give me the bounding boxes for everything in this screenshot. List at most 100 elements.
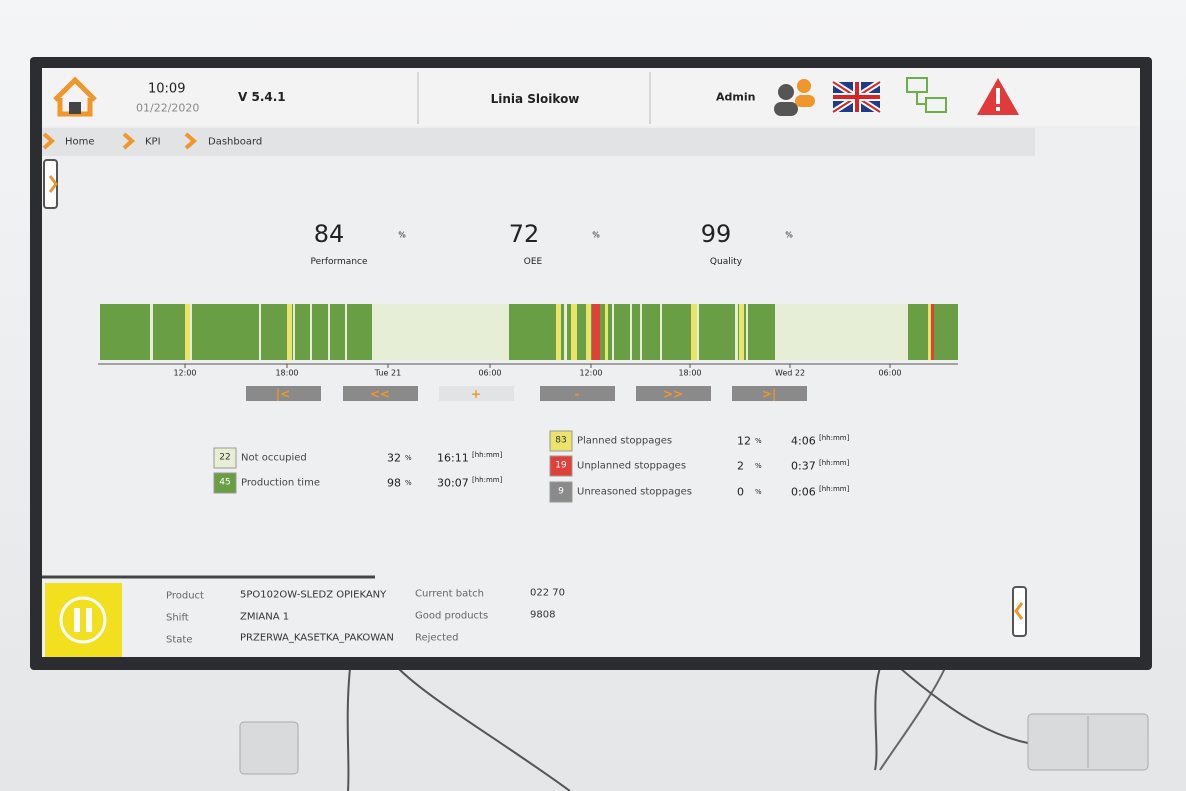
nav-button[interactable] bbox=[246, 386, 321, 401]
timeline-marker bbox=[556, 304, 561, 360]
timeline-marker bbox=[310, 304, 312, 360]
legend-count: 22 bbox=[213, 447, 237, 469]
timeline-label: 12:00 bbox=[173, 368, 197, 378]
breadcrumb[interactable]: KPI bbox=[145, 136, 161, 148]
legend-label: Planned stoppages bbox=[577, 435, 673, 447]
legend-count: 83 bbox=[549, 430, 573, 452]
legend-duration: 0:37 bbox=[791, 459, 816, 473]
legend-percent-unit: % bbox=[755, 437, 762, 445]
timeline-label: 12:00 bbox=[579, 368, 603, 378]
timeline-segment bbox=[372, 304, 509, 360]
timeline-label: Wed 22 bbox=[774, 368, 806, 378]
timeline-label: Tue 21 bbox=[374, 368, 402, 378]
timeline-marker bbox=[287, 304, 292, 360]
timeline-marker bbox=[630, 304, 632, 360]
legend-duration: 4:06 bbox=[791, 434, 816, 448]
kpi-value: 72 bbox=[508, 220, 540, 248]
timeline-marker bbox=[605, 304, 608, 360]
field-label: Product bbox=[166, 590, 204, 602]
timeline-marker bbox=[592, 304, 600, 360]
timeline-marker bbox=[564, 304, 567, 360]
legend-label: Not occupied bbox=[241, 452, 307, 464]
kpi-unit: % bbox=[785, 230, 793, 240]
field-value: 5PO102OW-SLEDZ OPIEKANY bbox=[240, 589, 387, 601]
kpi-value: 84 bbox=[313, 220, 345, 248]
kpi-label: Performance bbox=[310, 257, 368, 267]
timeline-marker bbox=[345, 304, 347, 360]
field-label: State bbox=[166, 634, 193, 646]
button-icon: |< bbox=[276, 387, 290, 401]
legend-count: 45 bbox=[213, 472, 237, 494]
clock-time: 10:09 bbox=[148, 81, 186, 97]
kpi-value: 99 bbox=[700, 220, 732, 248]
timeline-marker bbox=[691, 304, 697, 360]
kpi-unit: % bbox=[398, 230, 406, 240]
timeline-label: 18:00 bbox=[275, 368, 299, 378]
timeline-marker bbox=[931, 304, 934, 360]
field-value: PRZERWA_KASETKA_PAKOWAN bbox=[240, 632, 394, 644]
timeline-segment bbox=[775, 304, 908, 360]
legend-percent-unit: % bbox=[755, 462, 762, 470]
timeline-marker bbox=[259, 304, 261, 360]
nav-button[interactable] bbox=[732, 386, 807, 401]
timeline-label: 06:00 bbox=[878, 368, 902, 378]
legend-percent: 32 bbox=[387, 451, 401, 465]
timeline-marker bbox=[586, 304, 591, 360]
legend-percent-unit: % bbox=[405, 479, 412, 487]
nav-button[interactable] bbox=[343, 386, 418, 401]
legend-percent: 98 bbox=[387, 476, 401, 490]
timeline-marker bbox=[735, 304, 738, 360]
legend-count: 9 bbox=[549, 481, 573, 503]
timeline-marker bbox=[697, 304, 699, 360]
field-label: Rejected bbox=[415, 632, 459, 644]
legend-label: Production time bbox=[241, 477, 320, 489]
clock-date: 01/22/2020 bbox=[136, 101, 200, 115]
button-icon: - bbox=[575, 387, 580, 401]
timeline-marker bbox=[739, 304, 744, 360]
legend-percent-unit: % bbox=[755, 488, 762, 496]
line-name: Linia Sloikow bbox=[490, 92, 580, 106]
kpi-label: Quality bbox=[709, 257, 743, 267]
breadcrumb[interactable]: Dashboard bbox=[208, 136, 263, 148]
button-icon: + bbox=[471, 387, 481, 401]
field-value: 022 70 bbox=[530, 587, 565, 599]
kpi-unit: % bbox=[592, 230, 600, 240]
legend-duration: 16:11 bbox=[437, 451, 469, 465]
field-label: Shift bbox=[166, 612, 189, 624]
legend-duration-unit: [hh:mm] bbox=[819, 434, 850, 442]
timeline-marker bbox=[190, 304, 192, 360]
timeline-segment bbox=[100, 304, 372, 360]
legend-duration: 0:06 bbox=[791, 485, 816, 499]
legend-label: Unreasoned stoppages bbox=[577, 486, 692, 498]
kpi-label: OEE bbox=[523, 257, 543, 267]
legend-duration-unit: [hh:mm] bbox=[819, 485, 850, 493]
timeline-marker bbox=[185, 304, 190, 360]
timeline-label: 06:00 bbox=[478, 368, 502, 378]
legend-percent-unit: % bbox=[405, 454, 412, 462]
timeline-marker bbox=[328, 304, 330, 360]
legend-duration-unit: [hh:mm] bbox=[472, 451, 503, 459]
field-value: 9808 bbox=[530, 609, 556, 621]
timeline-marker bbox=[640, 304, 642, 360]
user-name: Admin bbox=[716, 90, 756, 104]
version: V 5.4.1 bbox=[238, 90, 286, 104]
breadcrumb[interactable]: Home bbox=[65, 136, 95, 148]
legend-duration-unit: [hh:mm] bbox=[819, 459, 850, 467]
timeline-marker bbox=[612, 304, 614, 360]
timeline-marker bbox=[293, 304, 295, 360]
legend-percent: 2 bbox=[737, 459, 744, 473]
timeline-marker bbox=[928, 304, 931, 360]
nav-button[interactable] bbox=[439, 386, 514, 401]
nav-button[interactable] bbox=[540, 386, 615, 401]
legend-duration-unit: [hh:mm] bbox=[472, 476, 503, 484]
button-icon: >> bbox=[663, 387, 683, 401]
timeline-marker bbox=[746, 304, 748, 360]
button-icon: >| bbox=[762, 387, 776, 401]
timeline-marker bbox=[571, 304, 577, 360]
nav-button[interactable] bbox=[636, 386, 711, 401]
field-label: Current batch bbox=[415, 588, 484, 600]
legend-count: 19 bbox=[549, 455, 573, 477]
field-label: Good products bbox=[415, 610, 489, 622]
